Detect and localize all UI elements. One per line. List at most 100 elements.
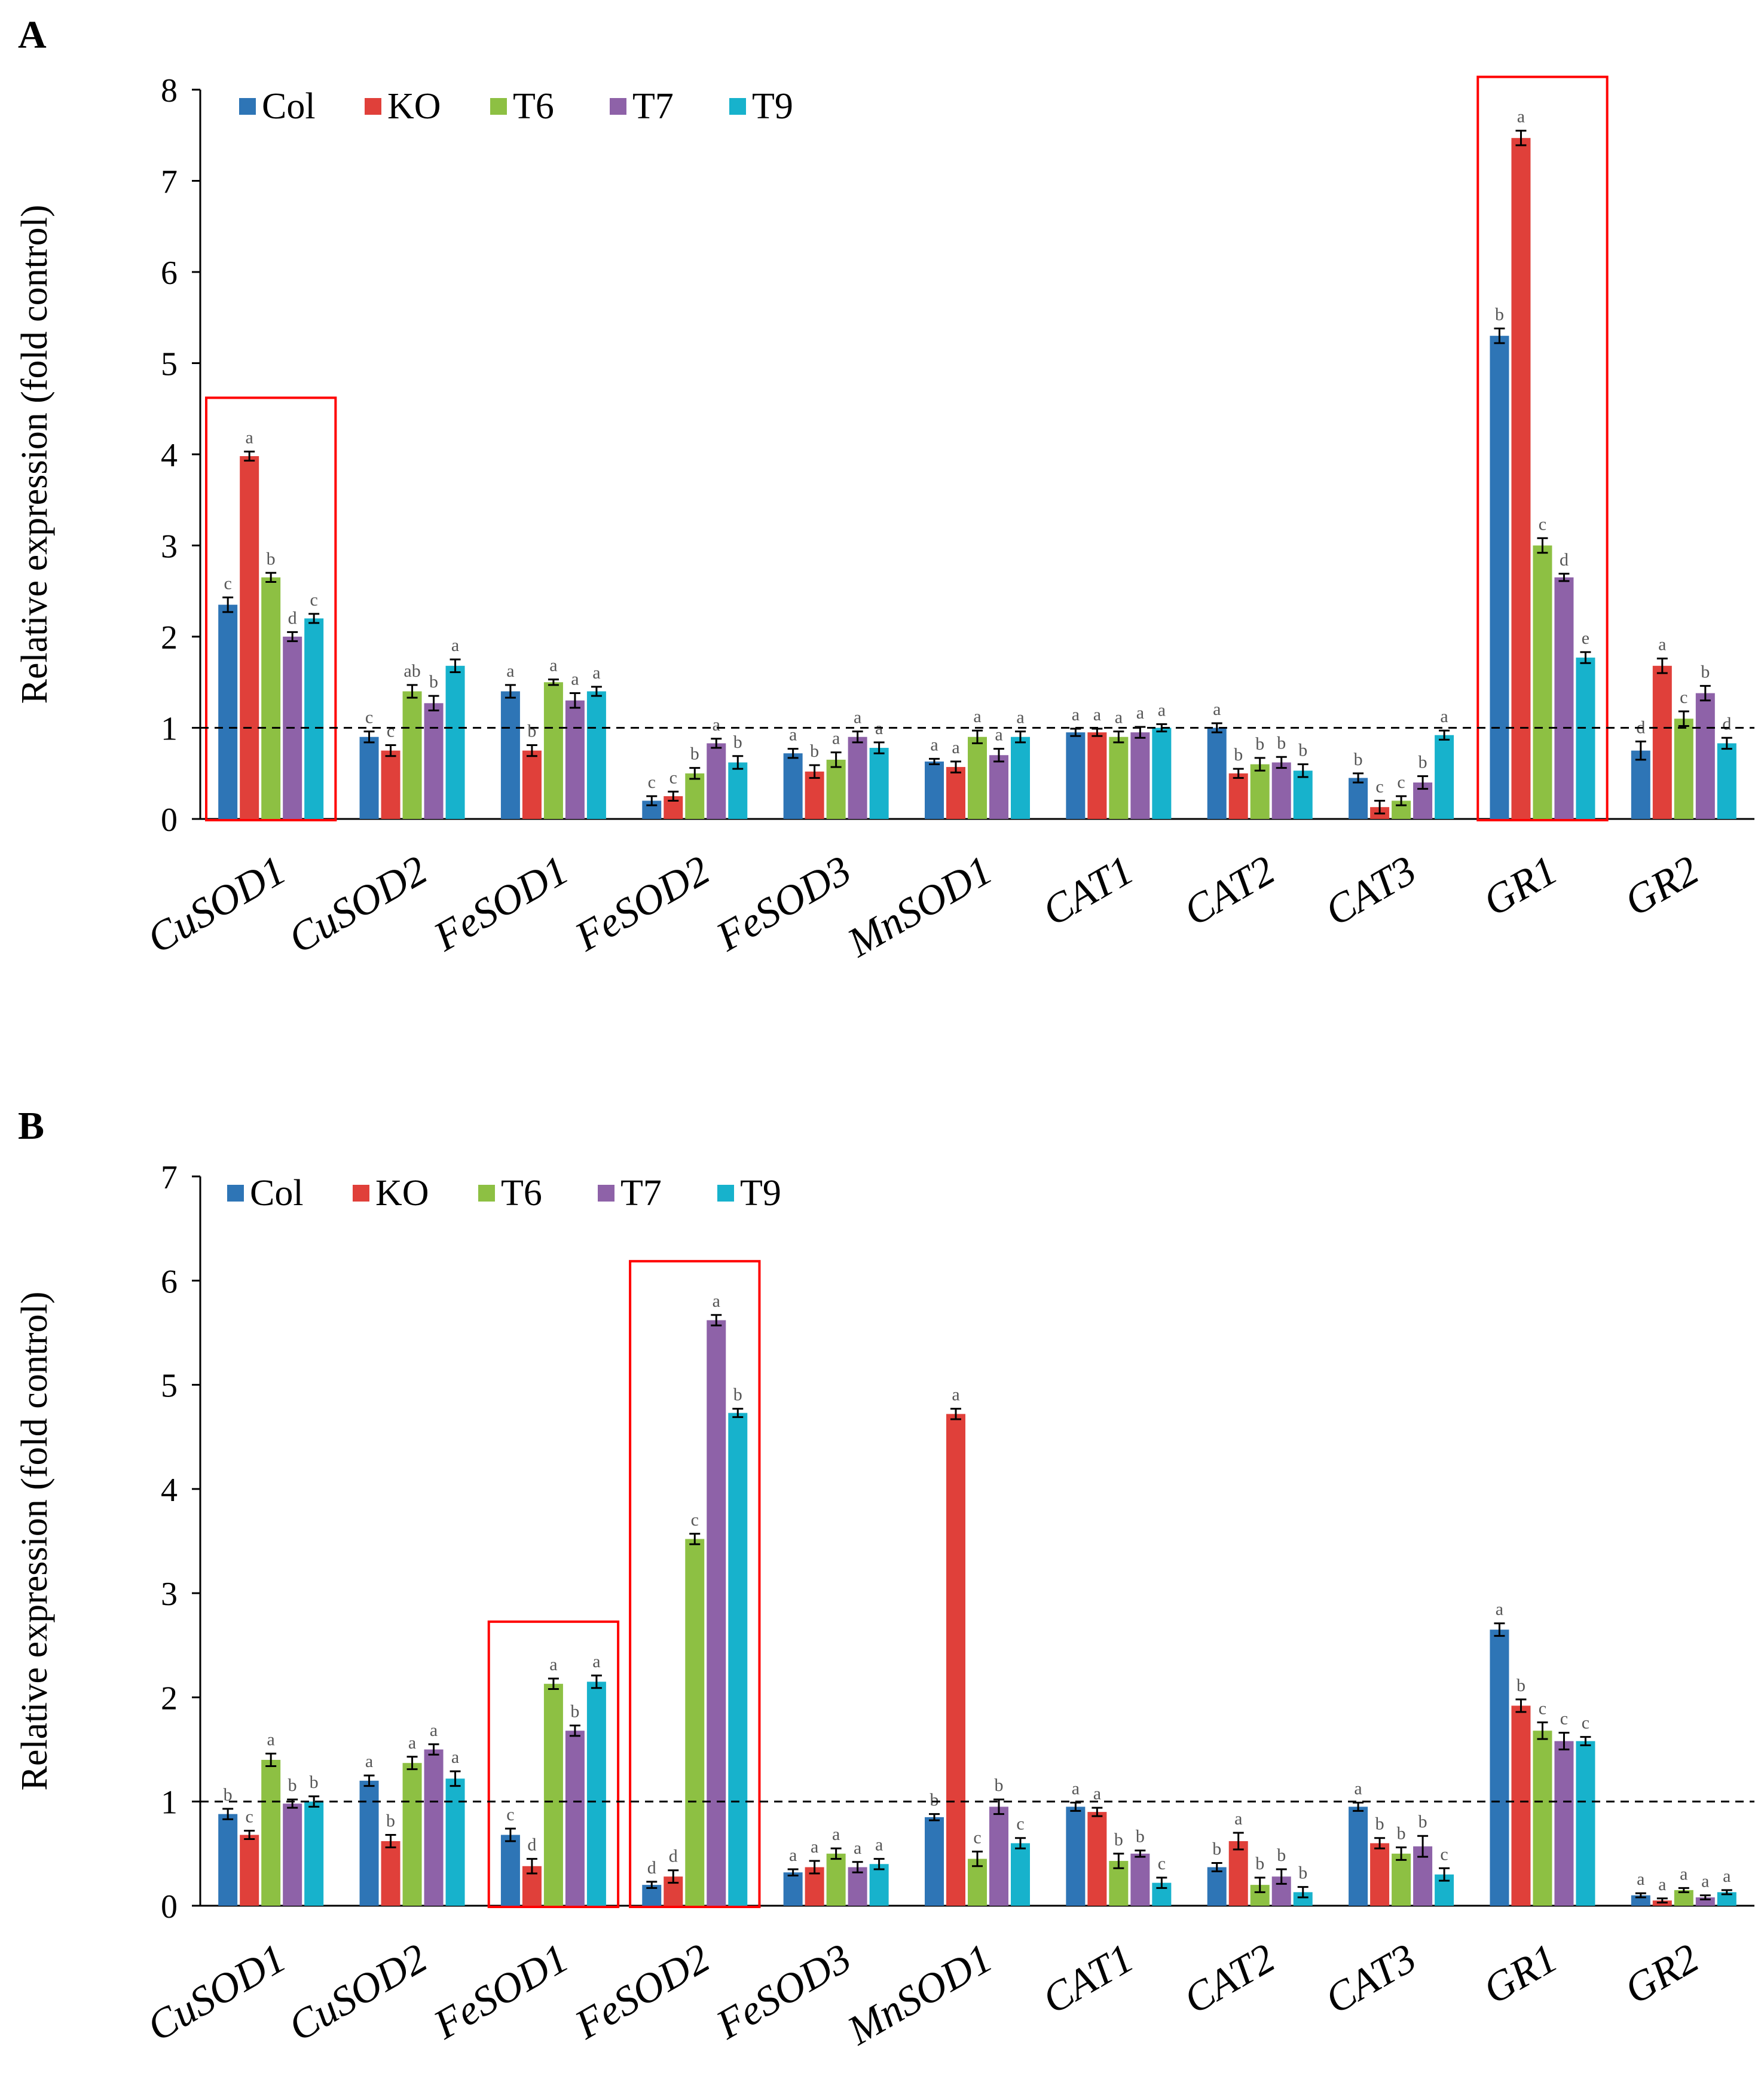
legend-swatch — [227, 1185, 244, 1202]
bar — [1435, 735, 1454, 819]
bar — [989, 755, 1008, 819]
significance-label: a — [995, 725, 1002, 745]
significance-label: b — [1418, 752, 1427, 772]
bar — [586, 691, 606, 819]
bar — [1490, 1630, 1509, 1906]
significance-label: a — [1723, 1866, 1731, 1886]
bar — [500, 1835, 520, 1906]
significance-label: c — [1582, 1713, 1589, 1733]
bar — [783, 753, 803, 819]
significance-label: b — [1277, 733, 1286, 753]
significance-label: a — [875, 1835, 883, 1855]
significance-label: a — [713, 1291, 720, 1311]
bar — [869, 748, 889, 819]
bar — [1370, 1843, 1390, 1906]
legend-label: T6 — [513, 86, 554, 127]
significance-label: a — [1115, 708, 1123, 727]
y-tick-label: 5 — [161, 1368, 178, 1405]
significance-label: b — [310, 1772, 319, 1792]
significance-label: b — [1255, 1854, 1264, 1873]
significance-label: a — [451, 635, 459, 655]
legend-label: Col — [262, 86, 316, 127]
y-tick-label: 1 — [161, 1784, 178, 1821]
bar — [1228, 773, 1248, 819]
category-label: GR2 — [1617, 1935, 1707, 2013]
significance-label: d — [669, 1847, 678, 1866]
significance-label: b — [1701, 662, 1710, 681]
legend-label: T9 — [752, 86, 793, 127]
significance-label: a — [1213, 699, 1221, 719]
bar — [989, 1806, 1008, 1906]
significance-label: a — [789, 1845, 797, 1865]
bar — [1087, 1812, 1107, 1906]
bar — [925, 761, 944, 819]
bar — [304, 618, 324, 819]
y-tick-label: 7 — [161, 1159, 178, 1196]
highlight-box — [1476, 75, 1609, 821]
category-label: CuSOD2 — [281, 847, 435, 962]
significance-label: a — [1496, 1600, 1503, 1619]
significance-label: c — [310, 590, 318, 610]
significance-label: d — [647, 1858, 656, 1878]
significance-label: a — [1701, 1872, 1709, 1891]
bar — [1717, 1892, 1736, 1906]
bar — [240, 456, 259, 819]
bar — [381, 750, 400, 819]
bar — [424, 703, 444, 819]
significance-label: b — [690, 744, 699, 764]
bar — [402, 1763, 422, 1906]
bar — [1152, 727, 1172, 819]
significance-label: c — [973, 1827, 981, 1847]
highlight-box — [487, 1620, 620, 1909]
bar — [1130, 732, 1150, 819]
significance-label: a — [789, 725, 797, 745]
bar — [826, 1853, 846, 1906]
y-tick-label: 0 — [161, 1888, 178, 1925]
significance-label: b — [1517, 1676, 1525, 1695]
bar — [402, 691, 422, 819]
bar — [728, 1413, 748, 1906]
significance-label: c — [691, 1510, 699, 1530]
y-tick-label: 5 — [161, 346, 178, 383]
significance-label: b — [1277, 1845, 1286, 1865]
y-tick-label: 4 — [161, 437, 178, 474]
bar — [1511, 1705, 1531, 1906]
category-label: FeSOD3 — [708, 1935, 858, 2049]
significance-label: a — [246, 427, 253, 447]
significance-label: c — [669, 768, 677, 787]
significance-label: a — [1680, 1864, 1687, 1884]
bar — [685, 1539, 705, 1906]
significance-label: b — [1234, 745, 1243, 765]
significance-label: a — [713, 715, 720, 735]
significance-label: b — [1375, 1814, 1384, 1834]
bar — [1349, 1806, 1368, 1906]
significance-label: c — [1375, 777, 1383, 797]
significance-label: d — [527, 1835, 536, 1855]
y-tick-label: 7 — [161, 164, 178, 201]
category-label: FeSOD1 — [426, 847, 576, 961]
significance-label: a — [1658, 635, 1666, 655]
bar — [946, 767, 965, 819]
category-label: GR1 — [1476, 1935, 1566, 2013]
significance-label: c — [1158, 1854, 1166, 1873]
bar — [1695, 693, 1715, 819]
bar — [805, 771, 824, 819]
bar — [240, 1835, 259, 1906]
significance-label: c — [1016, 1814, 1024, 1834]
legend-label: Col — [250, 1173, 304, 1213]
significance-label: b — [267, 549, 276, 568]
significance-label: b — [429, 672, 438, 692]
bar — [586, 1682, 606, 1906]
significance-label: a — [1354, 1778, 1362, 1798]
panel-b: B 0 1 2 3 4 5 6 7 Relative expression (fold contr… — [14, 1104, 1754, 2055]
bar — [381, 1841, 400, 1906]
bar — [1717, 743, 1736, 819]
bar — [283, 1804, 302, 1906]
bar — [1293, 771, 1313, 819]
category-label: FeSOD2 — [567, 847, 717, 961]
significance-label: b — [527, 721, 536, 741]
bar — [1066, 732, 1086, 819]
bar — [1207, 727, 1227, 819]
y-tick-label: 2 — [161, 619, 178, 656]
significance-label: b — [810, 741, 819, 761]
